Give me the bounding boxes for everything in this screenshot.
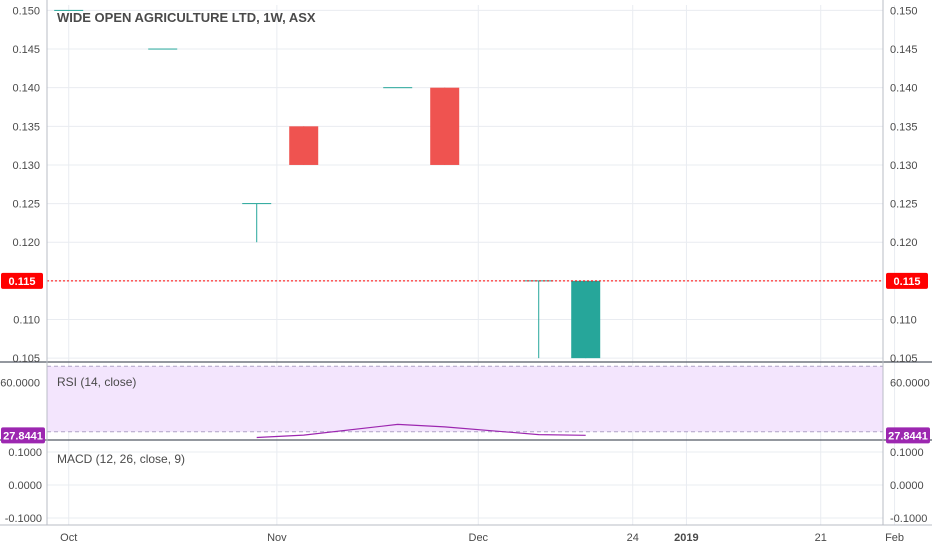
time-tick-label: Oct bbox=[60, 532, 77, 544]
rsi-pane bbox=[47, 365, 883, 439]
price-tick-label-right: 0.145 bbox=[890, 44, 918, 56]
rsi-value-badge-label: 27.8441 bbox=[3, 430, 43, 442]
price-tick-label-right: 0.150 bbox=[890, 5, 918, 17]
last-price-badge-label: 0.115 bbox=[9, 276, 36, 288]
candle bbox=[148, 48, 178, 50]
candle-body bbox=[242, 203, 272, 205]
rsi-tick-label-right: 60.0000 bbox=[890, 378, 930, 390]
candles bbox=[54, 9, 601, 359]
price-axes: 0.150 0.150 0.145 0.145 0.140 0.140 0.135 0.135… bbox=[0, 5, 930, 525]
candle bbox=[54, 9, 84, 11]
macd-tick-label-left: 0.1000 bbox=[8, 447, 42, 459]
candle-body bbox=[383, 87, 413, 89]
macd-indicator-label[interactable]: MACD (12, 26, close, 9) bbox=[57, 452, 185, 466]
time-tick-label: 21 bbox=[815, 532, 827, 544]
chart-title: WIDE OPEN AGRICULTURE LTD, 1W, ASX bbox=[57, 10, 316, 25]
price-tick-label-right: 0.135 bbox=[890, 121, 918, 133]
macd-tick-label-right: -0.1000 bbox=[890, 513, 927, 525]
macd-tick-label-right: 0.1000 bbox=[890, 447, 924, 459]
price-tick-label-left: 0.145 bbox=[12, 44, 40, 56]
price-tick-label-left: 0.110 bbox=[13, 315, 40, 327]
time-tick-label: 2019 bbox=[674, 532, 698, 544]
time-tick-label: 24 bbox=[627, 532, 639, 544]
candle bbox=[383, 87, 413, 89]
overlays: 0.115 0.115 27.8441 27.8441 bbox=[1, 272, 930, 444]
last-price-badge bbox=[886, 272, 928, 289]
candle-body bbox=[289, 126, 319, 165]
price-tick-label-right: 0.120 bbox=[890, 237, 918, 249]
macd-tick-label-left: 0.0000 bbox=[8, 480, 42, 492]
candle bbox=[242, 203, 272, 243]
candle-body bbox=[571, 280, 601, 359]
price-tick-label-left: 0.105 bbox=[12, 353, 40, 365]
rsi-value-badge-label: 27.8441 bbox=[888, 430, 928, 442]
price-tick-label-left: 0.150 bbox=[12, 5, 40, 17]
price-tick-label-left: 0.120 bbox=[12, 237, 40, 249]
candle bbox=[524, 280, 554, 359]
price-tick-label-left: 0.125 bbox=[12, 199, 40, 211]
grid-lines bbox=[0, 5, 932, 525]
rsi-value-badge bbox=[886, 427, 930, 444]
rsi-band bbox=[47, 366, 883, 432]
price-tick-label-left: 0.130 bbox=[12, 160, 40, 172]
time-tick-label: Dec bbox=[469, 532, 489, 544]
rsi-value-badge bbox=[1, 427, 45, 444]
rsi-tick-label-left: 60.0000 bbox=[0, 378, 40, 390]
candle-body bbox=[54, 9, 84, 11]
rsi-indicator-label[interactable]: RSI (14, close) bbox=[57, 375, 136, 389]
last-price-badge-label: 0.115 bbox=[894, 276, 921, 288]
candle bbox=[289, 126, 319, 165]
candle-body bbox=[148, 48, 178, 50]
last-price-badge bbox=[1, 272, 43, 289]
price-tick-label-right: 0.110 bbox=[890, 315, 917, 327]
rsi-line bbox=[256, 423, 586, 439]
time-tick-label: Feb bbox=[885, 532, 904, 544]
price-tick-label-left: 0.135 bbox=[12, 121, 40, 133]
candle bbox=[571, 280, 601, 359]
price-tick-label-right: 0.105 bbox=[890, 353, 918, 365]
price-tick-label-left: 0.140 bbox=[12, 83, 40, 95]
time-tick-label: Nov bbox=[267, 532, 287, 544]
macd-tick-label-left: -0.1000 bbox=[5, 513, 42, 525]
candle bbox=[430, 87, 460, 165]
price-tick-label-right: 0.140 bbox=[890, 83, 918, 95]
candle-body bbox=[430, 87, 460, 165]
price-tick-label-right: 0.125 bbox=[890, 199, 918, 211]
macd-tick-label-right: 0.0000 bbox=[890, 480, 924, 492]
candle-body bbox=[524, 280, 554, 282]
price-tick-label-right: 0.130 bbox=[890, 160, 918, 172]
